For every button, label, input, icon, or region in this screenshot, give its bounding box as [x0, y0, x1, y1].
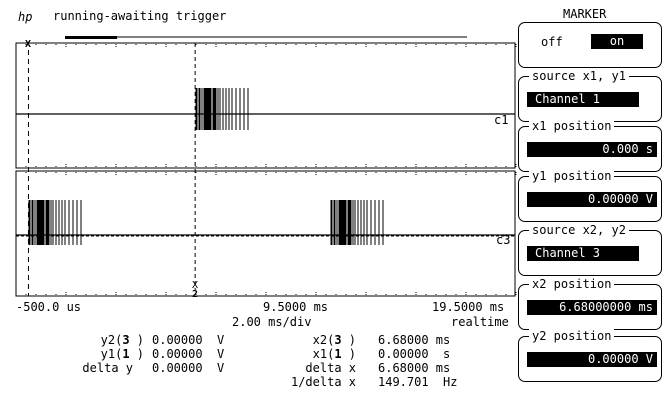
control-value[interactable]: 0.00000 V — [527, 192, 657, 207]
memory-bar-window — [65, 36, 117, 39]
readout-label: x1(1 ) — [312, 347, 356, 361]
control-value[interactable]: Channel 1 — [527, 92, 639, 107]
x2-position-control[interactable]: x2 position 6.68000000 ms — [518, 277, 662, 330]
x2-marker-number: 2 — [192, 289, 199, 300]
y2-position-control[interactable]: y2 position 0.00000 V — [518, 329, 662, 382]
time-left: -500.0 us — [16, 300, 82, 314]
readout-label-text: x2( — [312, 333, 335, 347]
control-value[interactable]: Channel 3 — [527, 246, 639, 261]
readout-value: 0.00000 V — [152, 361, 225, 375]
readout-label: delta x — [270, 361, 356, 375]
readout-value: 0.00000 V — [152, 333, 225, 347]
readout-value: 6.68000 ms — [378, 361, 451, 375]
channel-number: 3 — [122, 333, 130, 347]
control-label: source x1, y1 — [529, 69, 629, 83]
readout-label: 1/delta x — [270, 375, 356, 389]
channel1-label: c1 — [494, 113, 509, 127]
time-center: 9.5000 ms — [263, 300, 329, 314]
source-x1-y1-control[interactable]: source x1, y1 Channel 1 — [518, 69, 662, 122]
x1-marker-label: X — [25, 39, 32, 50]
readout-value: 0.00000 s — [378, 347, 451, 361]
control-label: x2 position — [529, 277, 615, 291]
readout-value: 149.701 Hz — [378, 375, 458, 389]
readout-label: x2(3 ) — [312, 333, 356, 347]
readout-value: 6.68000 ms — [378, 333, 451, 347]
marker-toggle[interactable]: off on — [518, 22, 662, 68]
channel-number: 1 — [122, 347, 130, 361]
readout-value: 0.00000 V — [152, 347, 225, 361]
time-per-div: 2.00 ms/div — [232, 315, 312, 329]
control-value[interactable]: 6.68000000 ms — [527, 300, 657, 315]
marker-on-option[interactable]: on — [591, 34, 643, 49]
channel3-label: c3 — [496, 233, 511, 247]
readout-label-text: x1( — [312, 347, 335, 361]
readout-label: delta y — [61, 361, 133, 375]
control-label: x1 position — [529, 119, 615, 133]
readout-label-text: 1/delta x — [290, 375, 356, 389]
channel1-graticule — [15, 42, 516, 169]
readout-label-text: y2( — [100, 333, 123, 347]
x2-marker-label: X — [192, 280, 199, 291]
x1-position-control[interactable]: x1 position 0.000 s — [518, 119, 662, 172]
control-label: y1 position — [529, 169, 615, 183]
control-value[interactable]: 0.00000 V — [527, 352, 657, 367]
readout-label: y1(1 ) — [100, 347, 144, 361]
channel-number: 3 — [334, 333, 342, 347]
readout-label-text: delta y — [82, 361, 133, 375]
acquisition-status: running-awaiting trigger — [53, 9, 227, 23]
marker-title: MARKER — [563, 7, 607, 21]
y1-position-control[interactable]: y1 position 0.00000 V — [518, 169, 662, 222]
control-value[interactable]: 0.000 s — [527, 142, 657, 157]
control-label: source x2, y2 — [529, 223, 629, 237]
acquisition-mode: realtime — [451, 315, 509, 329]
marker-off-option[interactable]: off — [541, 35, 563, 49]
readout-label-text: y1( — [100, 347, 123, 361]
channel3-graticule — [15, 170, 516, 297]
readout-label-text: delta x — [305, 361, 356, 375]
hp-logo: hp — [18, 10, 33, 24]
channel-number: 1 — [334, 347, 342, 361]
readout-label: y2(3 ) — [100, 333, 144, 347]
control-label: y2 position — [529, 329, 615, 343]
time-right: 19.5000 ms — [432, 300, 505, 314]
source-x2-y2-control[interactable]: source x2, y2 Channel 3 — [518, 223, 662, 276]
